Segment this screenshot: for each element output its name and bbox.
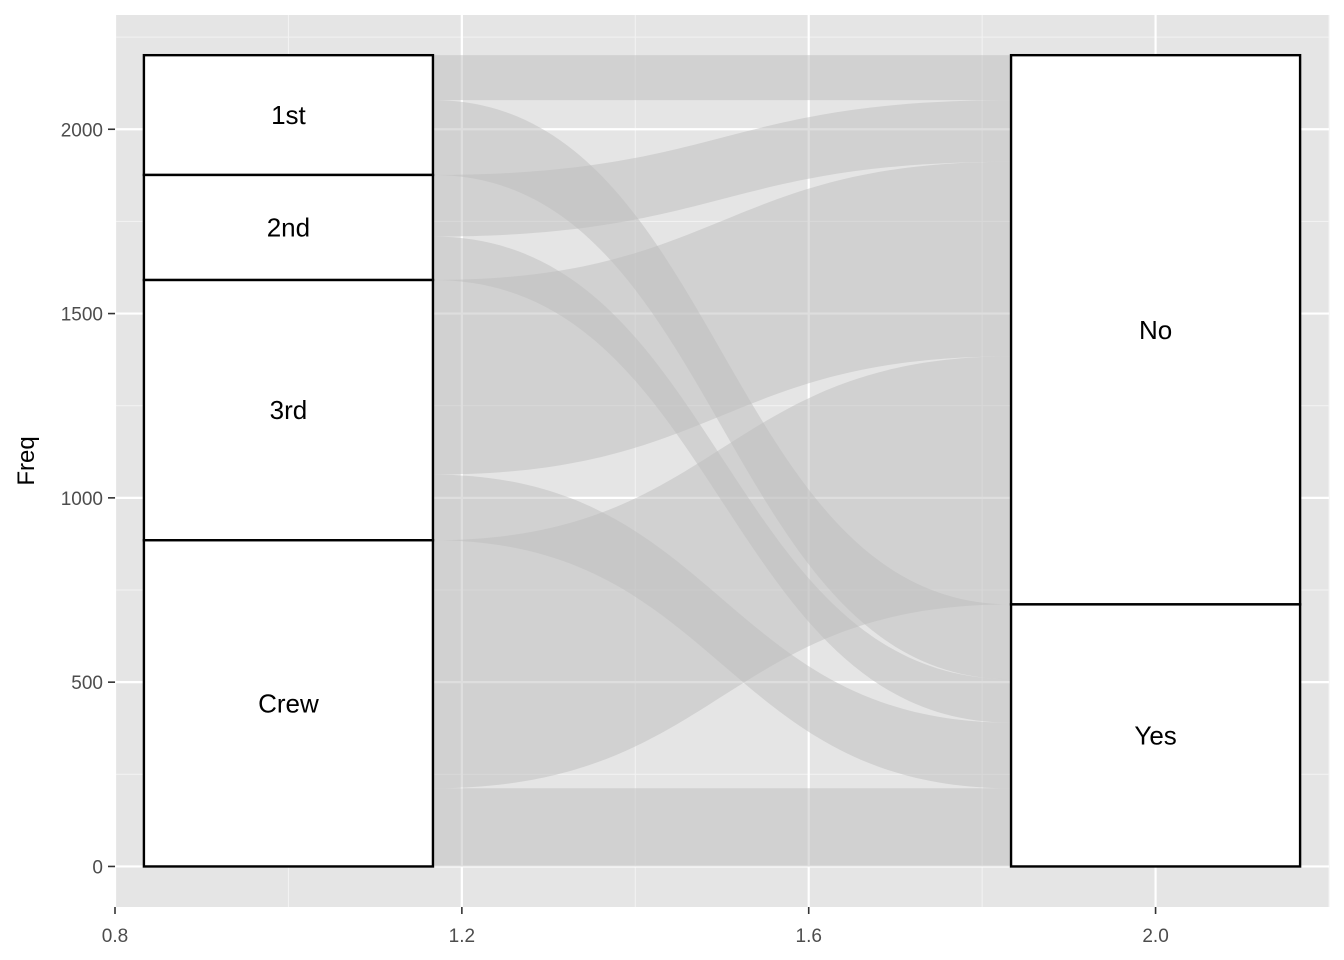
y-tick-label: 0	[92, 857, 103, 878]
x-tick-label: 2.0	[1142, 926, 1168, 947]
flow-2nd-no	[432, 100, 1012, 237]
flow-3rd-no	[432, 161, 1012, 475]
stratum-label-2nd: 2nd	[267, 212, 310, 242]
strata: 1st 2nd 3rd Crew No Yes	[142, 53, 1302, 868]
stratum-label-no: No	[1139, 315, 1172, 345]
x-axis: 0.8 1.2 1.6 2.0	[102, 907, 1169, 947]
x-tick-label: 0.8	[102, 926, 128, 947]
stratum-crew	[142, 539, 435, 868]
flows	[432, 55, 1012, 867]
y-tick-label: 500	[71, 673, 103, 694]
y-tick-label: 1000	[61, 489, 103, 510]
y-axis: 0 500 1000 1500 2000	[61, 120, 115, 878]
stratum-label-crew: Crew	[258, 688, 319, 718]
stratum-no	[1009, 53, 1302, 606]
y-tick-label: 2000	[61, 120, 103, 141]
x-tick-label: 1.2	[449, 926, 475, 947]
stratum-1st	[142, 53, 435, 177]
x-tick-label: 1.6	[796, 926, 822, 947]
stratum-2nd	[142, 173, 435, 282]
stratum-3rd	[142, 278, 435, 542]
stratum-label-3rd: 3rd	[270, 395, 308, 425]
flow-crew-yes	[432, 788, 1012, 867]
y-tick-label: 1500	[61, 305, 103, 326]
stratum-yes	[1009, 603, 1302, 868]
stratum-label-yes: Yes	[1134, 720, 1176, 750]
flow-crew-no	[432, 356, 1012, 789]
flow-1st-no	[432, 55, 1012, 101]
stratum-label-1st: 1st	[271, 100, 306, 130]
y-axis-title: Freq	[13, 436, 40, 485]
